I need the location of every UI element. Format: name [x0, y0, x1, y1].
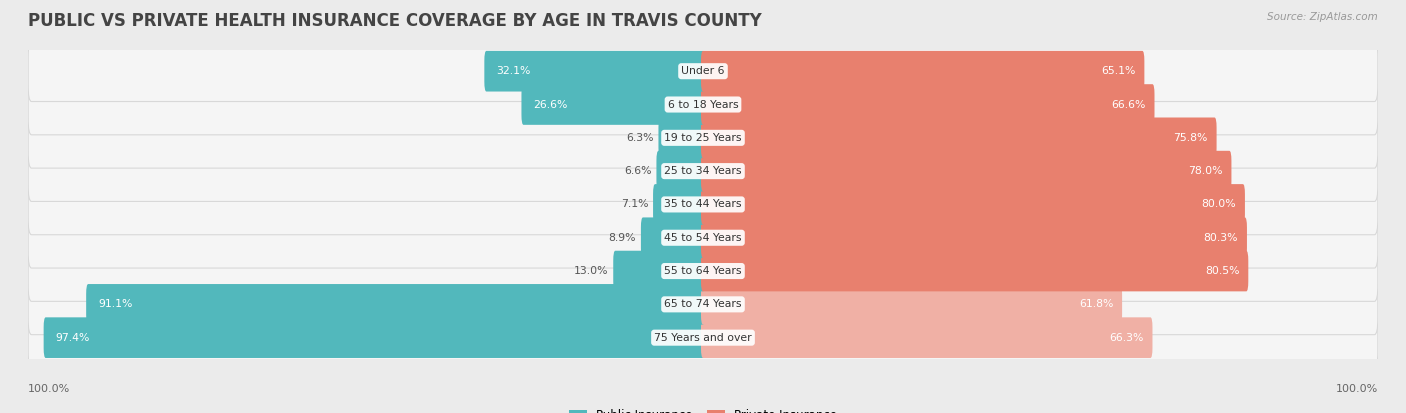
Text: 78.0%: 78.0%	[1188, 166, 1223, 176]
Text: 55 to 64 Years: 55 to 64 Years	[664, 266, 742, 276]
FancyBboxPatch shape	[652, 184, 704, 225]
FancyBboxPatch shape	[702, 84, 1154, 125]
FancyBboxPatch shape	[658, 118, 704, 158]
Text: 45 to 54 Years: 45 to 54 Years	[664, 233, 742, 243]
Text: PUBLIC VS PRIVATE HEALTH INSURANCE COVERAGE BY AGE IN TRAVIS COUNTY: PUBLIC VS PRIVATE HEALTH INSURANCE COVER…	[28, 12, 762, 31]
FancyBboxPatch shape	[702, 317, 1153, 358]
FancyBboxPatch shape	[28, 74, 1378, 135]
Text: 26.6%: 26.6%	[534, 100, 568, 109]
Text: 80.5%: 80.5%	[1205, 266, 1240, 276]
FancyBboxPatch shape	[613, 251, 704, 291]
FancyBboxPatch shape	[657, 151, 704, 192]
Text: 6.6%: 6.6%	[624, 166, 652, 176]
FancyBboxPatch shape	[28, 107, 1378, 168]
Text: 32.1%: 32.1%	[496, 66, 531, 76]
FancyBboxPatch shape	[702, 151, 1232, 192]
FancyBboxPatch shape	[702, 118, 1216, 158]
Text: 8.9%: 8.9%	[609, 233, 636, 243]
FancyBboxPatch shape	[702, 284, 1122, 325]
Text: 65.1%: 65.1%	[1101, 66, 1136, 76]
FancyBboxPatch shape	[28, 207, 1378, 268]
FancyBboxPatch shape	[702, 251, 1249, 291]
Text: 80.0%: 80.0%	[1202, 199, 1236, 209]
FancyBboxPatch shape	[44, 317, 704, 358]
FancyBboxPatch shape	[28, 241, 1378, 301]
FancyBboxPatch shape	[484, 51, 704, 92]
FancyBboxPatch shape	[702, 217, 1247, 258]
FancyBboxPatch shape	[641, 217, 704, 258]
Text: Source: ZipAtlas.com: Source: ZipAtlas.com	[1267, 12, 1378, 22]
FancyBboxPatch shape	[86, 284, 704, 325]
Text: 65 to 74 Years: 65 to 74 Years	[664, 299, 742, 309]
Text: 13.0%: 13.0%	[574, 266, 609, 276]
FancyBboxPatch shape	[28, 307, 1378, 368]
FancyBboxPatch shape	[28, 174, 1378, 235]
Text: 6.3%: 6.3%	[626, 133, 654, 143]
Text: Under 6: Under 6	[682, 66, 724, 76]
Text: 61.8%: 61.8%	[1078, 299, 1114, 309]
Text: 91.1%: 91.1%	[98, 299, 132, 309]
Text: 75 Years and over: 75 Years and over	[654, 332, 752, 343]
Legend: Public Insurance, Private Insurance: Public Insurance, Private Insurance	[569, 408, 837, 413]
FancyBboxPatch shape	[702, 51, 1144, 92]
FancyBboxPatch shape	[28, 141, 1378, 202]
FancyBboxPatch shape	[522, 84, 704, 125]
Text: 25 to 34 Years: 25 to 34 Years	[664, 166, 742, 176]
Text: 75.8%: 75.8%	[1174, 133, 1208, 143]
Text: 97.4%: 97.4%	[56, 332, 90, 343]
Text: 35 to 44 Years: 35 to 44 Years	[664, 199, 742, 209]
Text: 19 to 25 Years: 19 to 25 Years	[664, 133, 742, 143]
Text: 66.6%: 66.6%	[1111, 100, 1146, 109]
FancyBboxPatch shape	[28, 274, 1378, 335]
Text: 100.0%: 100.0%	[28, 385, 70, 394]
Text: 7.1%: 7.1%	[621, 199, 648, 209]
Text: 66.3%: 66.3%	[1109, 332, 1143, 343]
Text: 6 to 18 Years: 6 to 18 Years	[668, 100, 738, 109]
FancyBboxPatch shape	[702, 184, 1244, 225]
Text: 80.3%: 80.3%	[1204, 233, 1239, 243]
Text: 100.0%: 100.0%	[1336, 385, 1378, 394]
FancyBboxPatch shape	[28, 41, 1378, 102]
